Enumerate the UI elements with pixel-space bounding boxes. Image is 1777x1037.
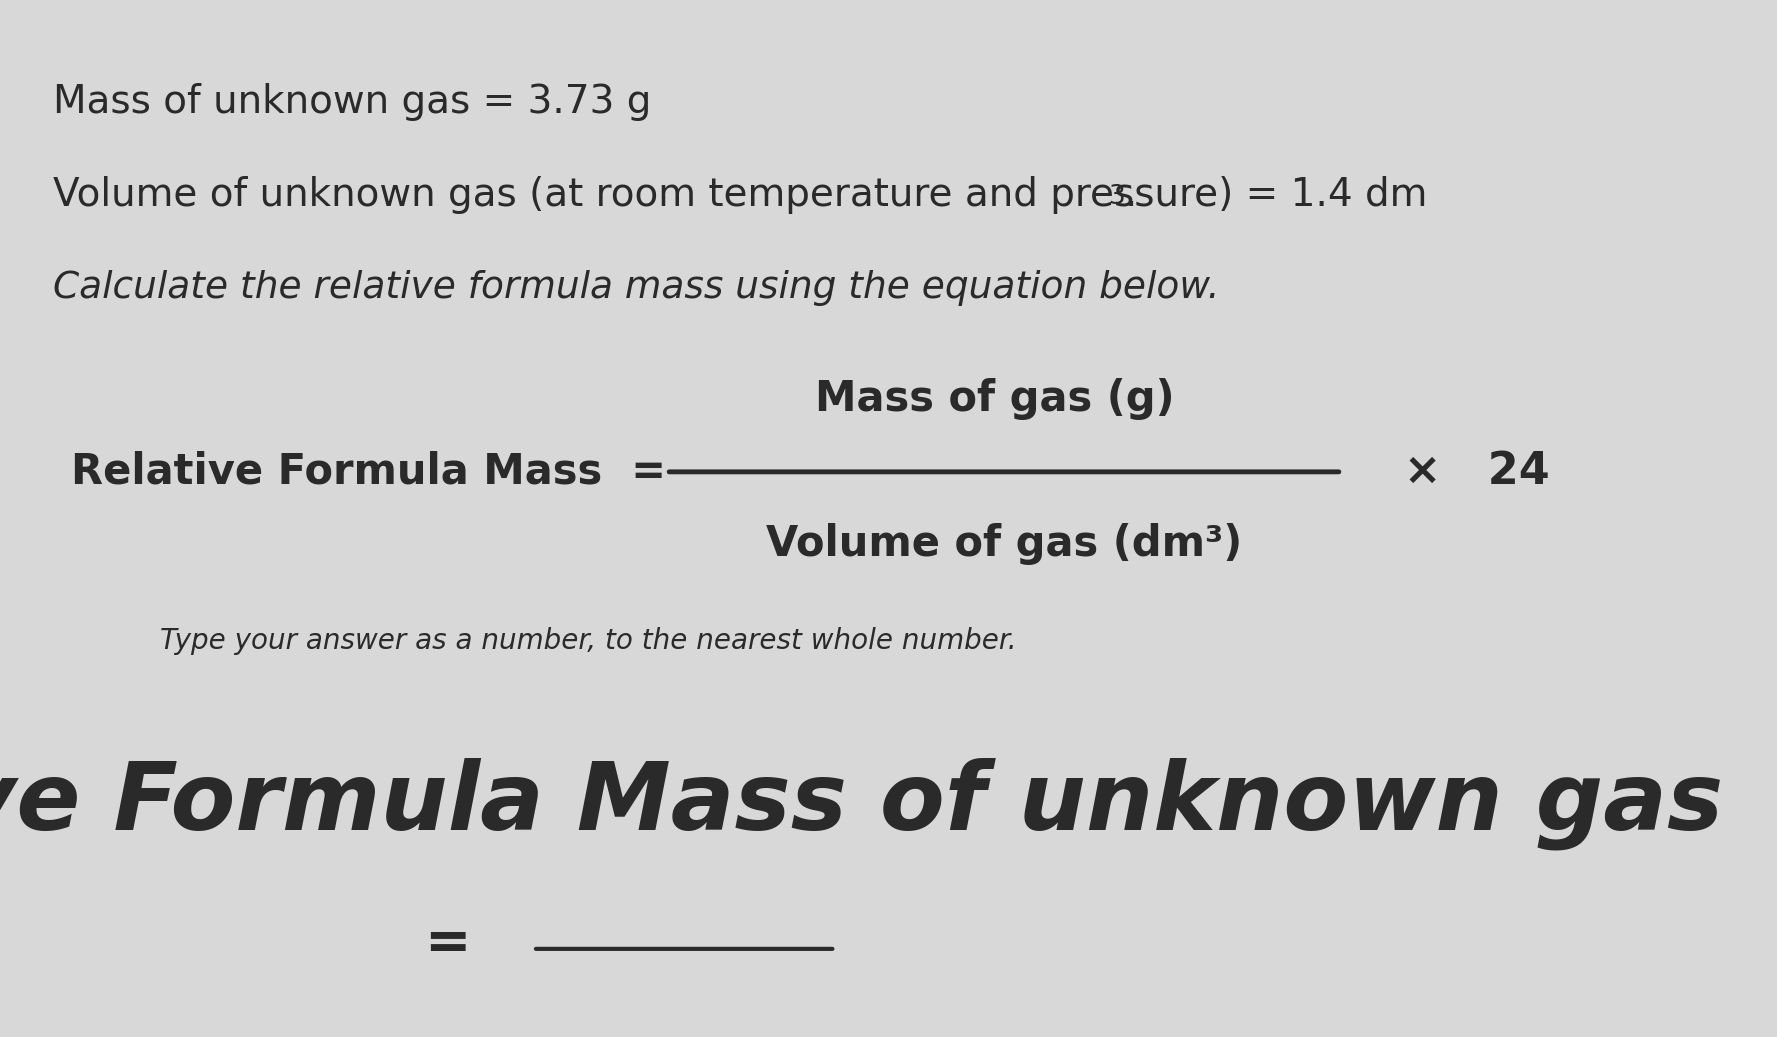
Text: Mass of gas (g): Mass of gas (g)	[816, 379, 1175, 420]
Text: Mass of unknown gas = 3.73 g: Mass of unknown gas = 3.73 g	[53, 83, 652, 121]
Text: Type your answer as a number, to the nearest whole number.: Type your answer as a number, to the nea…	[160, 627, 1016, 655]
Text: ×   24: × 24	[1404, 450, 1550, 494]
Text: =: =	[425, 917, 471, 971]
Text: .: .	[1125, 176, 1137, 215]
Text: Volume of gas (dm³): Volume of gas (dm³)	[766, 524, 1242, 565]
Text: 3: 3	[1109, 184, 1125, 209]
Text: Relative Formula Mass of unknown gas: Relative Formula Mass of unknown gas	[0, 757, 1724, 849]
Text: Relative Formula Mass  =: Relative Formula Mass =	[71, 451, 666, 493]
Text: Volume of unknown gas (at room temperature and pressure) = 1.4 dm: Volume of unknown gas (at room temperatu…	[53, 176, 1427, 215]
Text: Calculate the relative formula mass using the equation below.: Calculate the relative formula mass usin…	[53, 270, 1219, 306]
